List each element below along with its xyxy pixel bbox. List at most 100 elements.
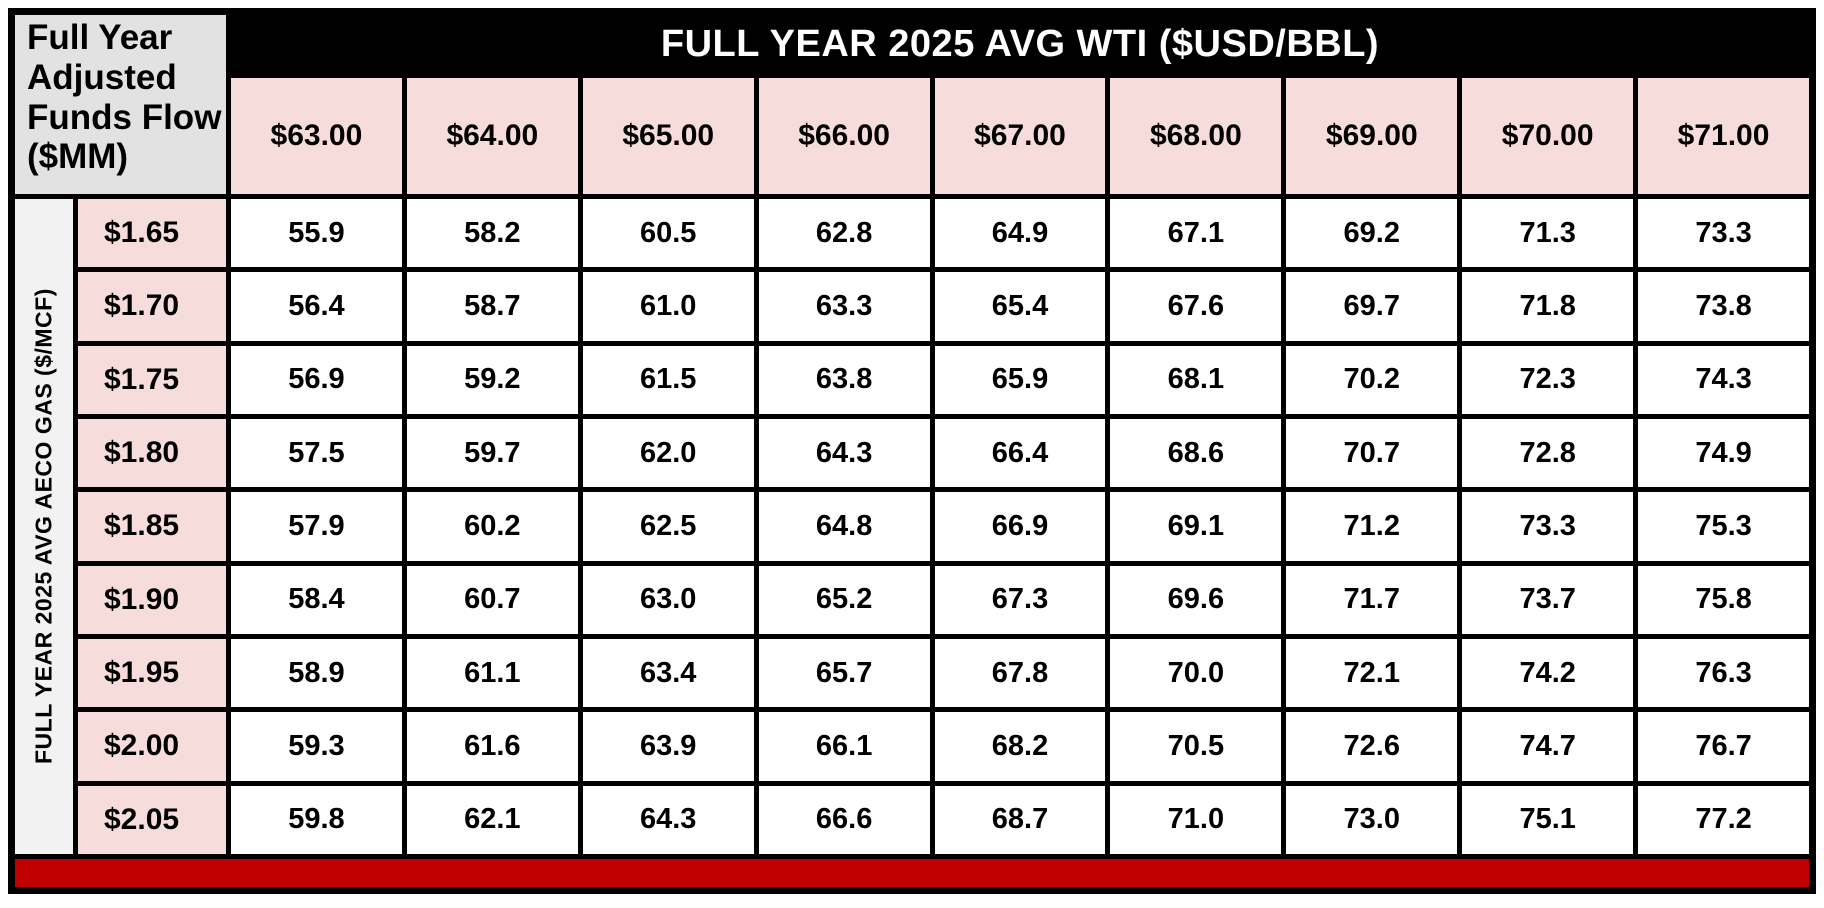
wti-column-header: $71.00 <box>1638 78 1809 194</box>
funds-flow-cell: 69.2 <box>1286 199 1458 268</box>
funds-flow-cell: 58.4 <box>231 565 402 634</box>
wti-axis-title: FULL YEAR 2025 AVG WTI ($USD/BBL) <box>231 15 1809 73</box>
funds-flow-cell: 64.3 <box>582 785 754 854</box>
funds-flow-cell: 75.1 <box>1462 785 1634 854</box>
funds-flow-cell: 70.7 <box>1286 419 1458 488</box>
funds-flow-cell: 64.9 <box>934 199 1106 268</box>
funds-flow-cell: 55.9 <box>231 199 402 268</box>
funds-flow-cell: 76.3 <box>1638 639 1809 708</box>
funds-flow-cell: 71.8 <box>1462 272 1634 341</box>
funds-flow-cell: 69.6 <box>1110 565 1282 634</box>
funds-flow-cell: 63.3 <box>758 272 930 341</box>
funds-flow-cell: 74.7 <box>1462 712 1634 781</box>
funds-flow-cell: 74.2 <box>1462 639 1634 708</box>
funds-flow-cell: 60.2 <box>406 492 578 561</box>
funds-flow-cell: 77.2 <box>1638 785 1809 854</box>
funds-flow-cell: 68.2 <box>934 712 1106 781</box>
sensitivity-table: Full Year Adjusted Funds Flow ($MM) FULL… <box>8 8 1816 894</box>
funds-flow-cell: 56.9 <box>231 345 402 414</box>
funds-flow-cell: 57.9 <box>231 492 402 561</box>
funds-flow-cell: 67.6 <box>1110 272 1282 341</box>
wti-column-header: $65.00 <box>582 78 754 194</box>
aeco-row-header: $1.65 <box>78 199 226 268</box>
funds-flow-cell: 66.4 <box>934 419 1106 488</box>
funds-flow-cell: 73.0 <box>1286 785 1458 854</box>
funds-flow-cell: 68.7 <box>934 785 1106 854</box>
wti-column-header: $68.00 <box>1110 78 1282 194</box>
funds-flow-cell: 64.8 <box>758 492 930 561</box>
funds-flow-cell: 66.9 <box>934 492 1106 561</box>
funds-flow-cell: 68.1 <box>1110 345 1282 414</box>
funds-flow-cell: 56.4 <box>231 272 402 341</box>
aeco-row-header: $1.80 <box>78 419 226 488</box>
funds-flow-cell: 66.6 <box>758 785 930 854</box>
aeco-row-header: $1.95 <box>78 639 226 708</box>
aeco-row-header: $1.85 <box>78 492 226 561</box>
funds-flow-cell: 67.3 <box>934 565 1106 634</box>
funds-flow-cell: 73.7 <box>1462 565 1634 634</box>
funds-flow-cell: 65.7 <box>758 639 930 708</box>
funds-flow-cell: 59.3 <box>231 712 402 781</box>
funds-flow-cell: 65.4 <box>934 272 1106 341</box>
funds-flow-cell: 58.9 <box>231 639 402 708</box>
funds-flow-cell: 64.3 <box>758 419 930 488</box>
wti-column-header: $70.00 <box>1462 78 1634 194</box>
funds-flow-cell: 73.3 <box>1462 492 1634 561</box>
funds-flow-cell: 68.6 <box>1110 419 1282 488</box>
funds-flow-cell: 58.7 <box>406 272 578 341</box>
funds-flow-cell: 69.7 <box>1286 272 1458 341</box>
funds-flow-cell: 60.5 <box>582 199 754 268</box>
funds-flow-cell: 73.8 <box>1638 272 1809 341</box>
funds-flow-cell: 61.0 <box>582 272 754 341</box>
funds-flow-cell: 57.5 <box>231 419 402 488</box>
funds-flow-cell: 59.7 <box>406 419 578 488</box>
funds-flow-cell: 71.0 <box>1110 785 1282 854</box>
funds-flow-cell: 61.6 <box>406 712 578 781</box>
funds-flow-cell: 60.7 <box>406 565 578 634</box>
funds-flow-cell: 61.1 <box>406 639 578 708</box>
wti-column-header: $66.00 <box>758 78 930 194</box>
bottom-red-bar <box>15 859 1809 887</box>
funds-flow-cell: 65.2 <box>758 565 930 634</box>
funds-flow-cell: 63.0 <box>582 565 754 634</box>
funds-flow-cell: 75.8 <box>1638 565 1809 634</box>
funds-flow-cell: 72.1 <box>1286 639 1458 708</box>
funds-flow-cell: 69.1 <box>1110 492 1282 561</box>
wti-column-header: $63.00 <box>231 78 402 194</box>
funds-flow-cell: 59.8 <box>231 785 402 854</box>
funds-flow-cell: 70.2 <box>1286 345 1458 414</box>
funds-flow-cell: 65.9 <box>934 345 1106 414</box>
funds-flow-cell: 61.5 <box>582 345 754 414</box>
funds-flow-cell: 74.3 <box>1638 345 1809 414</box>
funds-flow-cell: 67.1 <box>1110 199 1282 268</box>
funds-flow-cell: 73.3 <box>1638 199 1809 268</box>
funds-flow-cell: 74.9 <box>1638 419 1809 488</box>
aeco-row-header: $1.70 <box>78 272 226 341</box>
wti-column-header: $64.00 <box>406 78 578 194</box>
funds-flow-cell: 70.5 <box>1110 712 1282 781</box>
aeco-axis-title: FULL YEAR 2025 AVG AECO GAS ($/MCF) <box>15 199 73 854</box>
funds-flow-cell: 67.8 <box>934 639 1106 708</box>
funds-flow-cell: 62.0 <box>582 419 754 488</box>
wti-column-header: $69.00 <box>1286 78 1458 194</box>
aeco-row-header: $2.05 <box>78 785 226 854</box>
funds-flow-cell: 63.8 <box>758 345 930 414</box>
funds-flow-cell: 71.3 <box>1462 199 1634 268</box>
funds-flow-cell: 62.1 <box>406 785 578 854</box>
funds-flow-cell: 72.8 <box>1462 419 1634 488</box>
aeco-row-header: $2.00 <box>78 712 226 781</box>
funds-flow-cell: 58.2 <box>406 199 578 268</box>
funds-flow-cell: 62.5 <box>582 492 754 561</box>
funds-flow-cell: 71.2 <box>1286 492 1458 561</box>
funds-flow-cell: 72.3 <box>1462 345 1634 414</box>
funds-flow-cell: 75.3 <box>1638 492 1809 561</box>
aeco-row-header: $1.75 <box>78 345 226 414</box>
funds-flow-cell: 72.6 <box>1286 712 1458 781</box>
funds-flow-cell: 66.1 <box>758 712 930 781</box>
funds-flow-cell: 62.8 <box>758 199 930 268</box>
funds-flow-cell: 59.2 <box>406 345 578 414</box>
funds-flow-cell: 63.4 <box>582 639 754 708</box>
wti-column-header: $67.00 <box>934 78 1106 194</box>
aeco-row-header: $1.90 <box>78 565 226 634</box>
funds-flow-cell: 63.9 <box>582 712 754 781</box>
